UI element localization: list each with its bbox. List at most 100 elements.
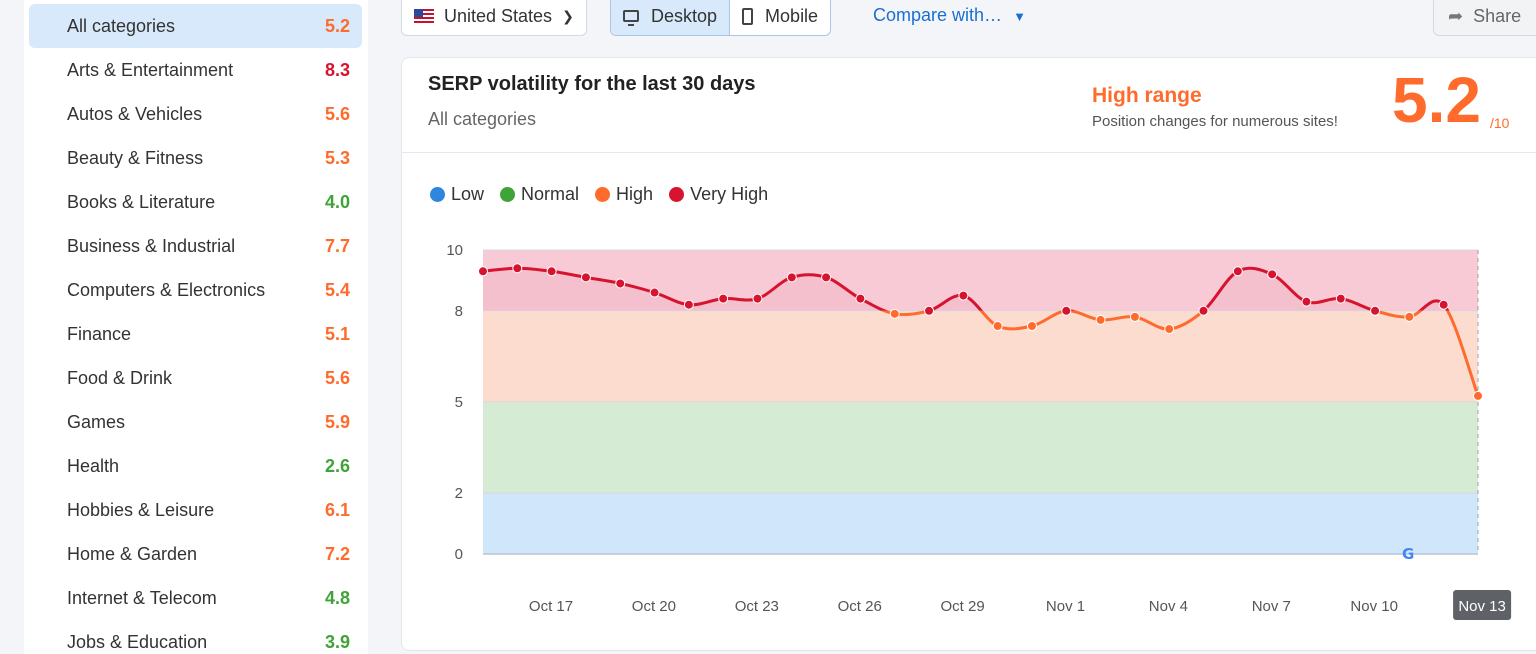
card-title: SERP volatility for the last 30 days: [428, 73, 756, 95]
sidebar-item[interactable]: Arts & Entertainment 8.3: [29, 48, 362, 92]
share-icon: ➦: [1448, 5, 1464, 26]
data-point: [1438, 299, 1449, 310]
category-label: Finance: [67, 323, 132, 344]
data-point: [992, 321, 1003, 331]
category-score: 5.1: [324, 323, 350, 344]
x-label-highlight: [1453, 590, 1512, 620]
data-point: [1164, 324, 1175, 335]
x-tick-label: Nov 1: [1046, 598, 1085, 615]
band-low: [483, 493, 1478, 554]
y-tick-label: 5: [455, 394, 463, 411]
legend-label: Low: [451, 184, 485, 204]
desktop-button[interactable]: Desktop: [611, 0, 731, 35]
range-description: Position changes for numerous sites!: [1092, 113, 1338, 130]
sidebar-item[interactable]: Computers & Electronics 5.4: [29, 268, 362, 312]
legend-item[interactable]: Normal: [500, 184, 579, 205]
x-tick-label: Nov 4: [1149, 598, 1188, 615]
x-tick-label: Oct 26: [838, 598, 882, 615]
category-label: Home & Garden: [67, 543, 198, 564]
sidebar-item[interactable]: Food & Drink 5.6: [29, 356, 362, 400]
legend-item[interactable]: High: [595, 184, 653, 205]
x-tick-label: Oct 29: [941, 598, 985, 615]
category-score: 4.0: [324, 191, 350, 212]
category-label: Jobs & Education: [67, 631, 208, 652]
legend-dot-icon: [430, 187, 445, 202]
category-label: Business & Industrial: [67, 235, 236, 256]
legend-label: Normal: [521, 184, 580, 204]
category-score: 5.4: [324, 279, 350, 300]
sidebar-item[interactable]: All categories 5.2: [29, 4, 362, 48]
y-tick-label: 0: [455, 546, 463, 563]
category-label: Health: [67, 455, 120, 476]
volatility-chart: 0 2 5 8 10 Oct 17 Oct 20 Oct 23 Oct 26 Oct 29 Nov …: [446, 242, 1512, 620]
y-tick-label: 8: [455, 303, 463, 320]
sidebar-item[interactable]: Finance 5.1: [29, 312, 362, 356]
sidebar-item[interactable]: Health 2.6: [29, 444, 362, 488]
data-point: [889, 308, 900, 319]
country-dropdown[interactable]: United States ❯: [401, 0, 587, 36]
compare-with-dropdown[interactable]: Compare with… ▼: [873, 5, 1026, 26]
legend-label: Very High: [690, 184, 769, 204]
data-point: [1061, 305, 1072, 316]
sidebar-item[interactable]: Games 5.9: [29, 400, 362, 444]
x-tick-label: Oct 23: [735, 598, 779, 615]
data-point: [1198, 305, 1209, 316]
sidebar-item[interactable]: Jobs & Education 3.9: [29, 620, 362, 654]
card-subtitle: All categories: [428, 109, 537, 129]
volatility-score: 5.2: [1392, 64, 1481, 136]
sidebar-item[interactable]: Books & Literature 4.0: [29, 180, 362, 224]
x-tick-label: Nov 7: [1252, 598, 1291, 615]
us-flag-icon: [414, 9, 434, 23]
category-score: 5.6: [324, 103, 350, 124]
data-point: [1404, 311, 1415, 322]
data-point: [580, 272, 591, 283]
category-label: Computers & Electronics: [67, 279, 266, 300]
range-title: High range: [1092, 84, 1202, 107]
category-score: 7.7: [324, 235, 350, 256]
category-score: 4.8: [324, 587, 350, 608]
category-label: All categories: [67, 15, 176, 36]
category-score: 3.9: [324, 631, 350, 652]
y-tick-label: 10: [446, 242, 463, 259]
chevron-down-icon: ❯: [562, 7, 574, 24]
series-line-high: [880, 310, 1480, 397]
google-update-icon[interactable]: G: [1402, 545, 1415, 563]
data-point: [924, 305, 935, 316]
legend-dot-icon: [595, 187, 611, 202]
data-point: [649, 287, 660, 298]
sidebar-item[interactable]: Business & Industrial 7.7: [29, 224, 362, 268]
sidebar-item[interactable]: Internet & Telecom 4.8: [29, 576, 362, 620]
data-point: [718, 293, 729, 304]
card-header: SERP volatility for the last 30 days All…: [402, 58, 1536, 153]
sidebar-item[interactable]: Home & Garden 7.2: [29, 532, 362, 576]
mobile-label: Mobile: [765, 5, 819, 26]
mobile-icon: [742, 7, 754, 25]
category-score: 5.3: [324, 147, 350, 168]
score-max: /10: [1490, 115, 1510, 131]
category-score: 5.9: [324, 411, 350, 432]
sidebar-item[interactable]: Autos & Vehicles 5.6: [29, 92, 362, 136]
data-point: [958, 290, 969, 301]
data-point: [615, 278, 626, 289]
data-point: [821, 272, 832, 283]
legend-label: High: [616, 184, 654, 204]
share-button[interactable]: ➦ Share: [1433, 0, 1536, 36]
legend-item[interactable]: Very High: [669, 184, 768, 205]
category-label: Internet & Telecom: [67, 587, 217, 608]
sidebar-item[interactable]: Beauty & Fitness 5.3: [29, 136, 362, 180]
sidebar-item[interactable]: Hobbies & Leisure 6.1: [29, 488, 362, 532]
data-point: [683, 299, 694, 310]
data-point: [1473, 390, 1483, 401]
y-tick-label: 2: [455, 485, 463, 502]
x-tick-label: Nov 13: [1458, 598, 1506, 615]
data-point: [1301, 296, 1312, 307]
compare-label: Compare with…: [873, 5, 1003, 25]
data-point: [512, 263, 523, 274]
mobile-button[interactable]: Mobile: [730, 0, 830, 35]
band-high: [483, 310, 1478, 402]
data-point: [1232, 266, 1243, 277]
legend-item[interactable]: Low: [430, 184, 484, 205]
x-tick-label: Oct 20: [632, 598, 676, 615]
data-point: [752, 293, 763, 304]
category-label: Games: [67, 411, 126, 432]
